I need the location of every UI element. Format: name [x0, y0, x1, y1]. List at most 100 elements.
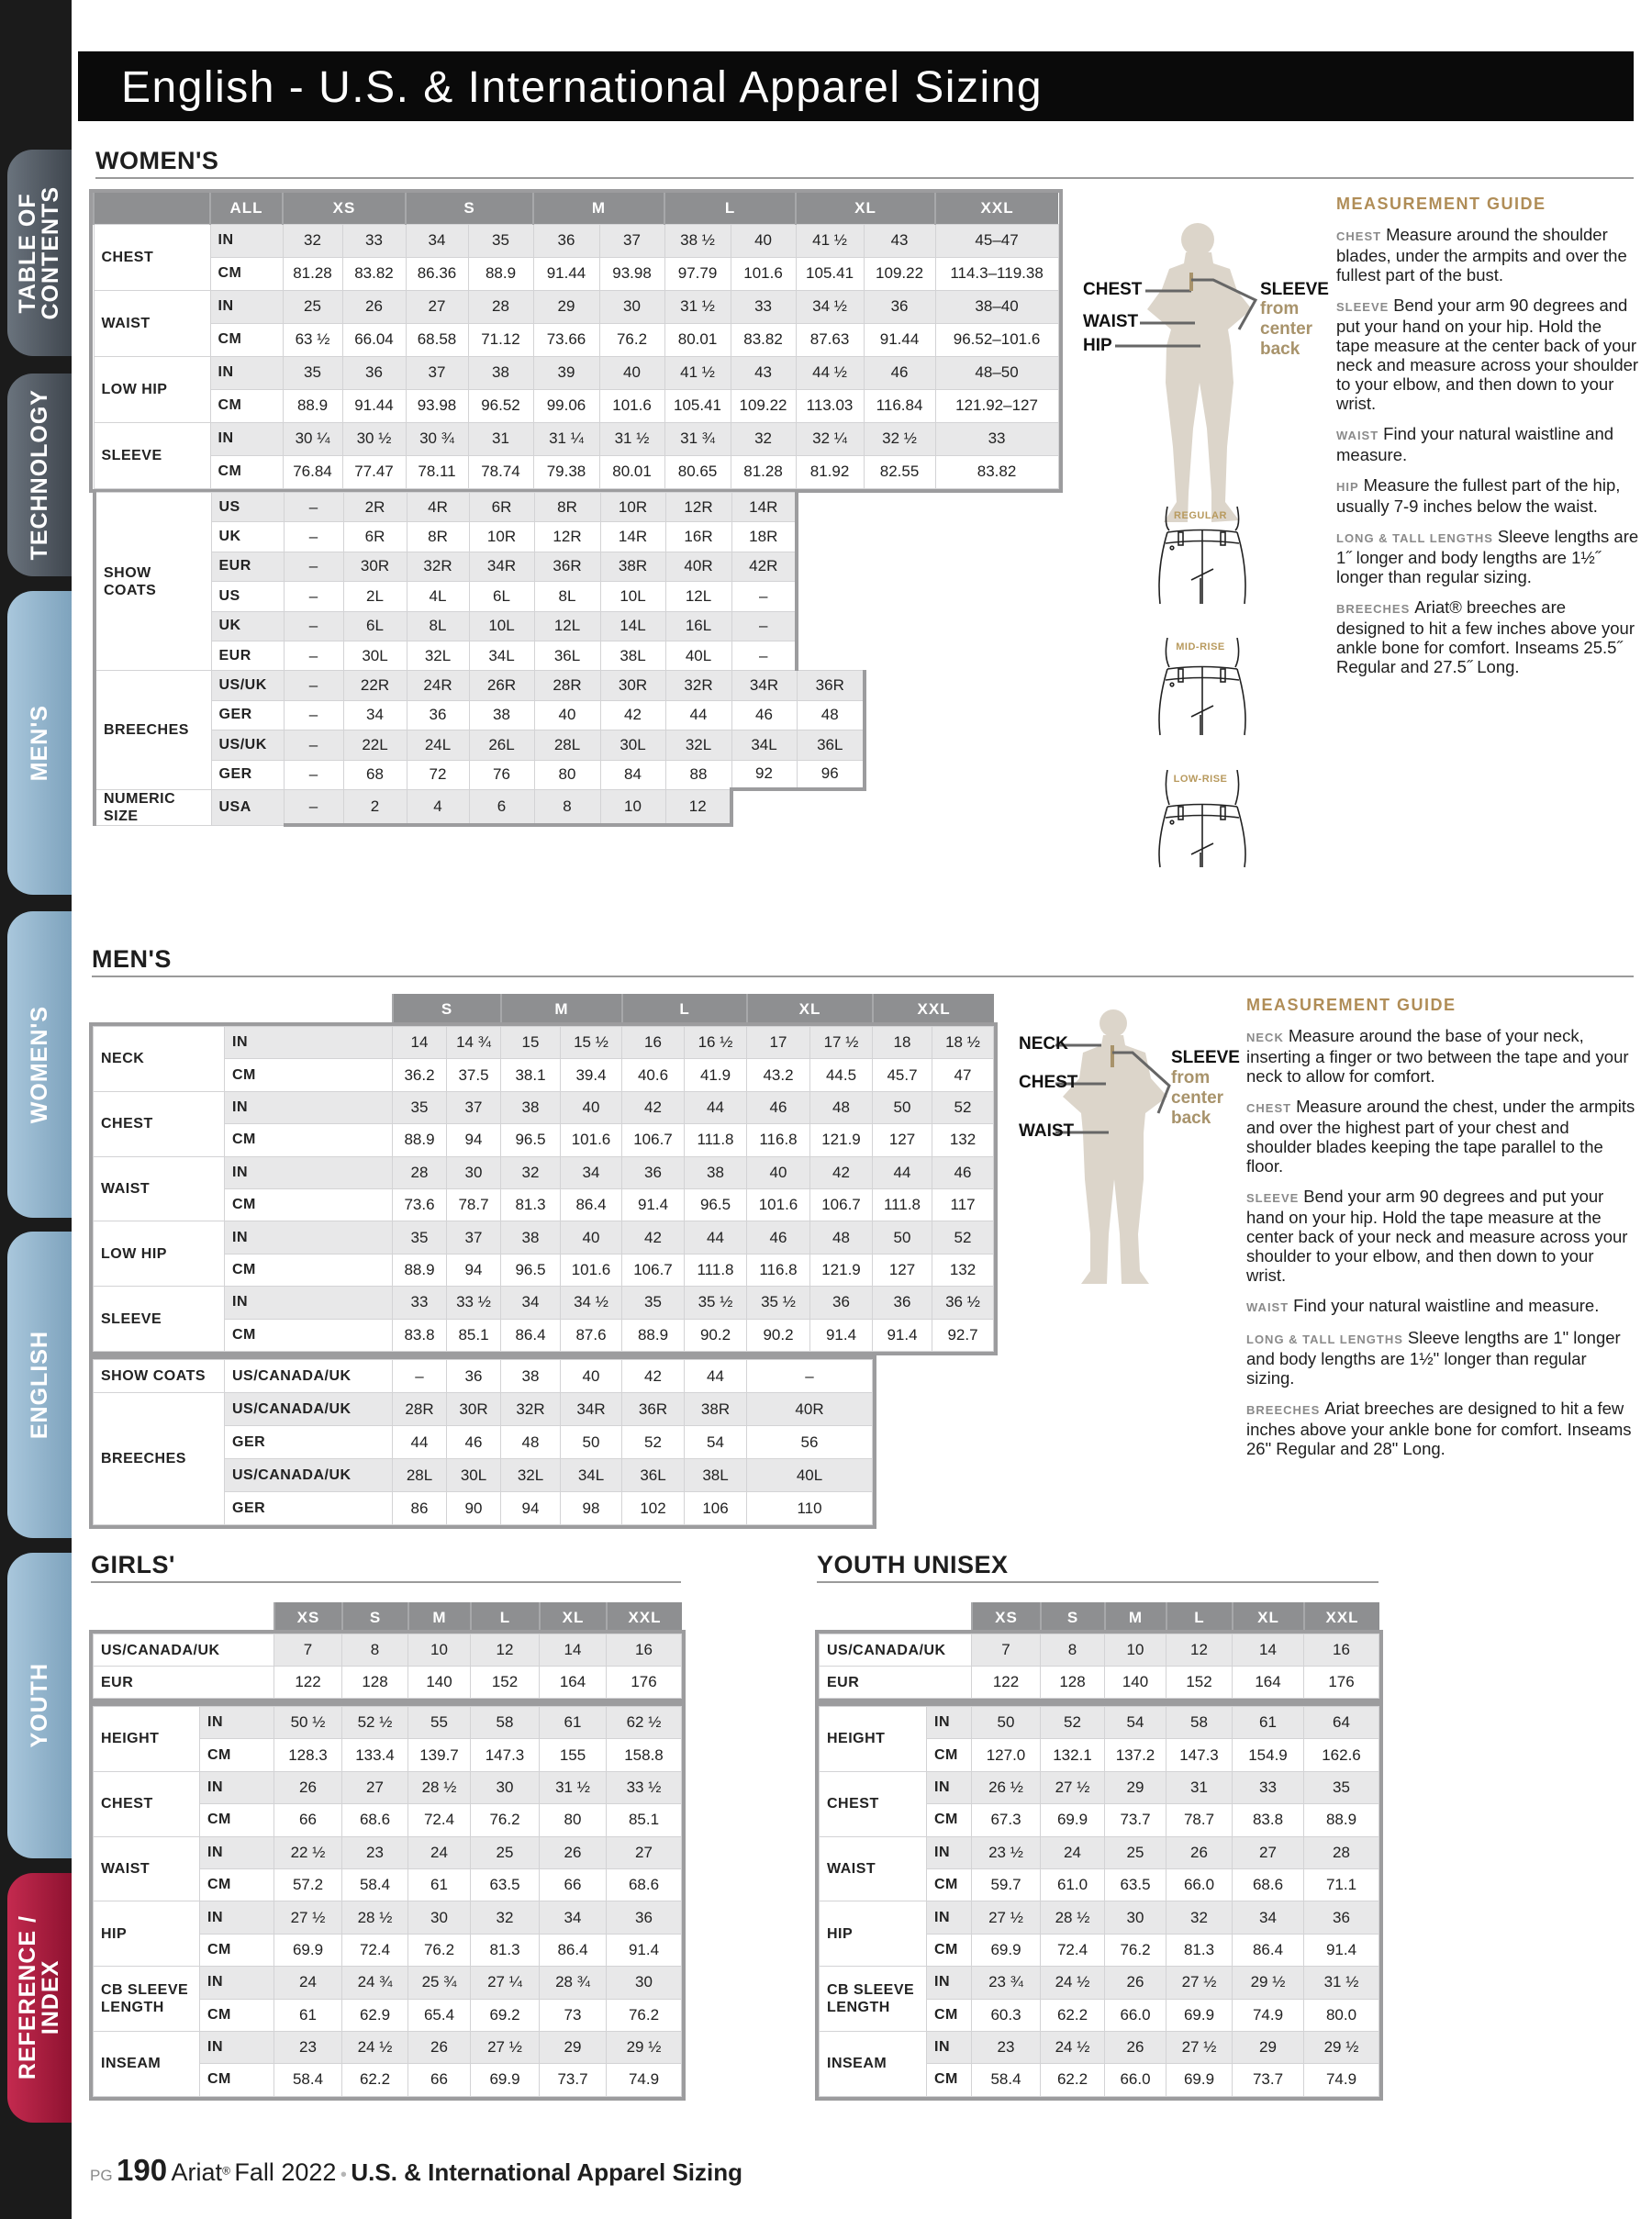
size-value: 40.6	[621, 1058, 685, 1092]
size-value: 12L	[533, 610, 601, 641]
size-value: 116.8	[746, 1123, 810, 1157]
registered-mark: ®	[222, 2164, 230, 2178]
row-group-label: HEIGHT	[93, 1706, 200, 1772]
figure-label-waist: WAIST	[1083, 312, 1139, 331]
size-value: 25	[470, 1835, 540, 1869]
sleeve-note-line: back	[1260, 340, 1300, 359]
page-title: English - U.S. & International Apparel S…	[121, 63, 1044, 112]
table-row: BREECHES US/CANADA/UK 28R 30R 32R 34R 36R 38R 40…	[93, 1392, 873, 1525]
size-value: 34R	[560, 1392, 622, 1426]
size-value: 34	[500, 1286, 561, 1320]
size-value: 128	[1040, 1666, 1105, 1699]
womens-conversion-table: SHOW COATS US –2R 4R 6R 8R 10R 12R 14R UK –6R 8R 10R…	[93, 491, 866, 828]
size-header-xxl: XXL	[606, 1602, 682, 1634]
size-value: 10R	[599, 491, 666, 523]
size-value: 32L	[406, 640, 470, 672]
sleeve-note-line: from	[1171, 1068, 1211, 1087]
size-value: 68.6	[606, 1868, 682, 1902]
youth-heading: YOUTH UNISEX	[817, 1551, 1379, 1583]
table-row: CM 61 62.9 65.4 69.2 73 76.2	[94, 1998, 682, 2032]
size-value: 42	[809, 1155, 873, 1189]
size-value: 31 ¾	[664, 421, 731, 456]
size-value: 116.8	[746, 1253, 810, 1288]
unit-label: GER	[210, 759, 285, 790]
table-row: UK –6L 8L 10L 12L 14L 16L –	[95, 610, 865, 641]
size-value: 78.7	[446, 1188, 501, 1222]
row-group-label: SLEEVE	[93, 1286, 225, 1352]
size-value: 8R	[406, 521, 470, 552]
size-value: 62 ½	[606, 1705, 682, 1740]
side-tab-women-s[interactable]: WOMEN'S	[7, 911, 72, 1218]
size-value: 109.22	[730, 388, 797, 423]
side-tab-english[interactable]: ENGLISH	[7, 1232, 72, 1538]
side-tab-youth[interactable]: YOUTH	[7, 1553, 72, 1858]
size-value: –	[731, 610, 798, 641]
unit-label: IN	[209, 421, 284, 456]
table-row: CM 88.9 91.44 93.98 96.52 99.06 101.6 105.41 109…	[94, 388, 1059, 423]
size-value: 69.9	[273, 1933, 342, 1968]
size-value: 140	[407, 1666, 471, 1699]
size-value: 63.5	[470, 1868, 540, 1902]
size-value: 102	[621, 1491, 685, 1525]
size-value: 27	[341, 1770, 408, 1805]
unit-label: IN	[199, 2030, 274, 2065]
table-row: EUR 122 128 140 152 164 176	[93, 1666, 682, 1699]
size-value: 4R	[406, 491, 470, 523]
size-value: 36	[606, 1901, 682, 1935]
size-header-xs: XS	[273, 1602, 342, 1634]
size-value: 68.6	[1232, 1868, 1304, 1902]
table-row: US –2L 4L 6L 8L 10L 12L –	[95, 581, 865, 612]
size-value: 32	[282, 223, 343, 258]
size-value: 83.82	[341, 256, 407, 291]
size-value: 23 ¾	[971, 1966, 1041, 2000]
size-value: 8	[341, 1634, 408, 1667]
size-value: 40R	[664, 551, 732, 583]
side-tab-label: TABLE OF CONTENTS	[15, 185, 63, 320]
table-row: SHOW COATS US/CANADA/UK –36 38 40 42 44–	[93, 1359, 873, 1393]
size-value: 36L	[796, 730, 866, 761]
side-tab-technology[interactable]: TECHNOLOGY	[7, 374, 72, 576]
size-value: 26 ½	[971, 1770, 1041, 1805]
separator-dot: •	[340, 2165, 347, 2185]
size-value: 31 ½	[664, 289, 731, 324]
size-value: 32	[730, 421, 797, 456]
size-value: 34L	[468, 640, 535, 672]
unit-label: CM	[199, 2063, 274, 2097]
row-group-label: CB SLEEVE LENGTH	[93, 1966, 200, 2032]
size-value: 7	[273, 1634, 342, 1667]
size-value: 36	[446, 1359, 501, 1393]
size-value: 86.36	[405, 256, 469, 291]
side-tab-table-of-contents[interactable]: TABLE OF CONTENTS	[7, 150, 72, 356]
size-value: 43	[863, 223, 936, 258]
table-row: CM 128.3 133.4 139.7 147.3 155 158.8	[94, 1738, 682, 1772]
size-value: 101.6	[730, 256, 797, 291]
unit-label: CM	[224, 1318, 393, 1352]
guide-text: Find your natural waistline and measure.	[1336, 424, 1614, 464]
size-value: 44	[664, 699, 732, 731]
side-tab-reference-index[interactable]: REFERENCE / INDEX	[7, 1873, 72, 2123]
empty-cell	[797, 492, 865, 522]
size-value: 122	[971, 1666, 1041, 1699]
size-value: 35	[282, 355, 343, 390]
size-value: 40	[560, 1221, 622, 1254]
guide-term: BREECHES	[1246, 1403, 1321, 1417]
size-value: 26	[407, 2030, 471, 2065]
girls-size-header: XS S M L XL XXL	[273, 1602, 682, 1634]
size-value: 48–50	[934, 355, 1059, 390]
size-value: 18R	[731, 521, 798, 552]
table-row: CM 59.7 61.0 63.5 66.0 68.6 71.1	[820, 1868, 1379, 1902]
size-value: 38L	[684, 1458, 747, 1492]
row-group-label: BREECHES	[93, 1392, 225, 1525]
size-value: 26L	[468, 730, 535, 761]
size-value: 92	[731, 759, 798, 792]
size-value: 111.8	[872, 1188, 932, 1222]
guide-text: Measure around the base of your neck, in…	[1246, 1026, 1629, 1086]
side-tab-men-s[interactable]: MEN'S	[7, 591, 72, 895]
size-value: –	[731, 640, 798, 672]
size-value: –	[283, 730, 344, 761]
size-value: 105.41	[664, 388, 731, 423]
size-value: 28 ½	[341, 1901, 408, 1935]
size-header-l: L	[621, 994, 748, 1025]
size-value: 88.9	[621, 1318, 685, 1352]
size-value: 68.6	[341, 1803, 408, 1837]
